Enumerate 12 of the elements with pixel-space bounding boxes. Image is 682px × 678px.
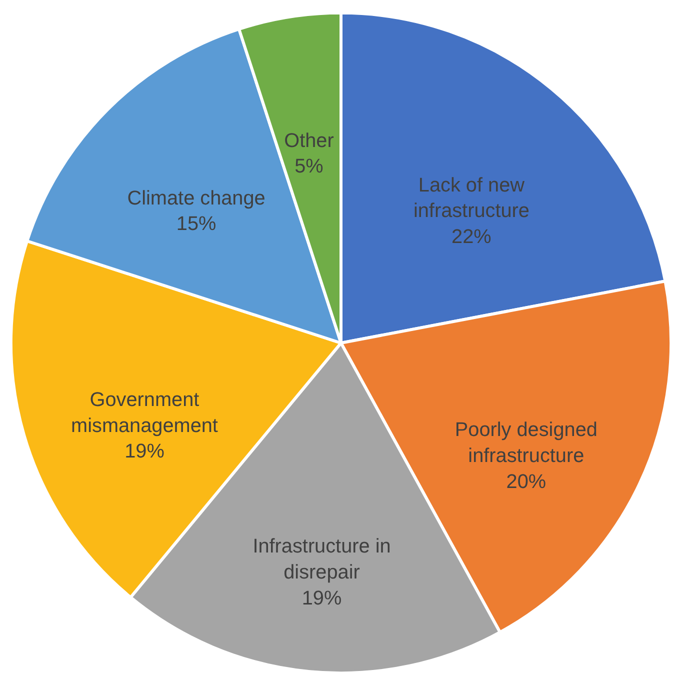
slice-label: Infrastructure in disrepair [252,536,391,584]
data-label: 15% [176,213,216,236]
slice-label: Climate change [127,187,266,210]
slice-label: Lack of new infrastructure [413,174,530,222]
data-label: 20% [506,470,546,493]
slice-label: Government mismanagement [71,389,218,437]
slice-label: Other [284,130,334,152]
data-label: 22% [452,226,492,248]
data-label: 5% [294,156,324,178]
data-label: 19% [302,587,342,610]
slice-label: Poorly designed infrastructure [454,419,598,467]
data-label: 19% [124,440,164,463]
